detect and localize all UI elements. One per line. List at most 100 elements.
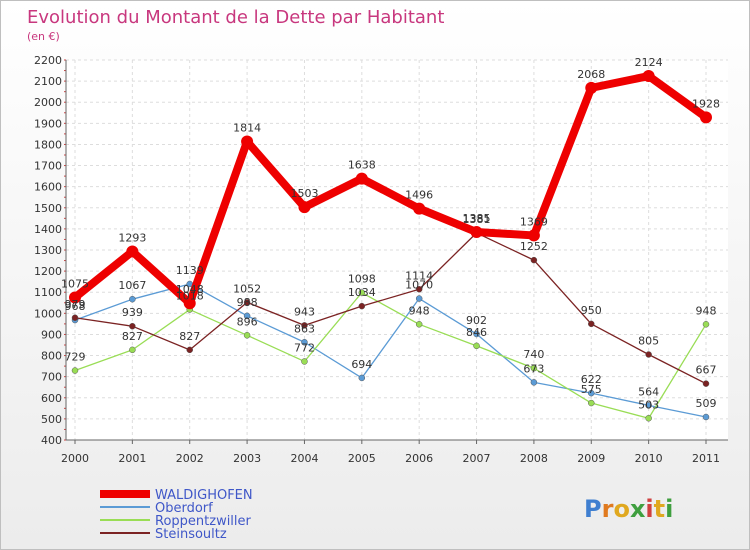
data-label: 948 — [696, 304, 717, 317]
data-label: 1928 — [692, 97, 720, 110]
x-tick-label: 2001 — [118, 452, 146, 465]
data-label: 1385 — [463, 212, 491, 225]
data-label: 1048 — [176, 283, 204, 296]
data-label: 950 — [581, 304, 602, 317]
data-label: 1496 — [405, 189, 433, 202]
data-point — [241, 135, 254, 148]
data-label: 772 — [294, 341, 315, 354]
data-point — [645, 415, 652, 422]
y-tick-label: 800 — [41, 350, 62, 363]
y-tick-label: 1300 — [34, 244, 62, 257]
data-point — [358, 374, 366, 382]
x-tick-label: 2000 — [61, 452, 89, 465]
data-label: 1252 — [520, 240, 548, 253]
data-label: 667 — [696, 364, 717, 377]
x-tick-label: 2010 — [635, 452, 663, 465]
series-line-oberdorf — [74, 283, 707, 418]
y-tick-label: 1500 — [34, 202, 62, 215]
x-tick-label: 2011 — [692, 452, 720, 465]
data-label: 827 — [179, 330, 200, 343]
x-tick-label: 2005 — [348, 452, 376, 465]
data-point — [301, 358, 308, 365]
y-tick-label: 2100 — [34, 75, 62, 88]
data-point — [645, 402, 652, 409]
data-label: 694 — [351, 358, 372, 371]
data-point — [301, 339, 308, 346]
y-tick-label: 500 — [41, 413, 62, 426]
data-point — [700, 111, 712, 124]
data-label: 1018 — [176, 290, 204, 303]
data-point — [473, 342, 480, 350]
x-tick-label: 2008 — [520, 452, 548, 465]
data-label: 902 — [466, 314, 487, 327]
data-label: 509 — [696, 397, 717, 410]
data-label: 740 — [523, 348, 544, 361]
data-point — [243, 299, 251, 306]
data-point — [588, 399, 595, 407]
data-point — [243, 332, 251, 339]
data-label: 1098 — [348, 273, 376, 286]
data-label: 863 — [294, 322, 315, 335]
data-point — [473, 330, 480, 338]
data-point — [358, 302, 366, 310]
data-point — [358, 289, 366, 296]
data-point — [527, 229, 540, 242]
data-point — [588, 389, 595, 397]
y-tick-label: 1400 — [34, 223, 62, 236]
x-tick-label: 2007 — [463, 452, 491, 465]
x-tick-label: 2003 — [233, 452, 261, 465]
data-point — [129, 322, 136, 330]
data-point — [702, 321, 710, 328]
y-tick-label: 1000 — [34, 307, 62, 320]
data-label: 1052 — [233, 282, 261, 295]
data-point — [642, 70, 655, 83]
data-label: 1034 — [348, 286, 376, 299]
data-label: 968 — [65, 300, 86, 313]
data-point — [71, 314, 79, 322]
x-tick-label: 2006 — [405, 452, 433, 465]
chart-subtitle: (en €) — [27, 30, 60, 43]
data-label: 1381 — [463, 213, 491, 226]
data-point — [645, 351, 652, 358]
chart-title: Evolution du Montant de la Dette par Hab… — [27, 7, 444, 28]
data-point — [243, 312, 251, 320]
data-point — [702, 413, 710, 421]
data-point — [186, 346, 193, 354]
y-tick-label: 1900 — [34, 117, 62, 130]
y-tick-label: 1700 — [34, 160, 62, 173]
data-label: 943 — [294, 305, 315, 318]
data-point — [355, 172, 368, 185]
data-label: 673 — [523, 362, 544, 375]
x-tick-label: 2002 — [176, 452, 204, 465]
legend-entry: Roppentzwiller — [155, 514, 252, 529]
data-point — [470, 226, 483, 239]
y-tick-label: 600 — [41, 392, 62, 405]
data-point — [126, 245, 139, 258]
data-point — [129, 346, 136, 354]
data-label: 1814 — [233, 121, 261, 134]
data-point — [413, 202, 426, 215]
data-label: 1075 — [61, 278, 89, 291]
series-line-steinsoultz — [74, 232, 707, 385]
y-tick-label: 1800 — [34, 138, 62, 151]
data-point — [69, 291, 81, 304]
data-point — [585, 81, 598, 94]
data-point — [129, 295, 136, 303]
data-label: 2068 — [577, 68, 605, 81]
data-label: 896 — [237, 315, 258, 328]
data-label: 503 — [638, 398, 659, 411]
x-tick-label: 2004 — [290, 452, 318, 465]
data-label: 1638 — [348, 159, 376, 172]
data-point — [530, 364, 538, 372]
y-tick-label: 900 — [41, 328, 62, 341]
y-tick-label: 2200 — [34, 54, 62, 67]
data-label: 1070 — [405, 279, 433, 292]
y-tick-label: 1100 — [34, 286, 62, 299]
data-label: 622 — [581, 373, 602, 386]
data-label: 939 — [122, 306, 143, 319]
y-tick-label: 700 — [41, 371, 62, 384]
data-label: 1503 — [290, 187, 318, 200]
data-label: 846 — [466, 326, 487, 339]
data-point — [183, 297, 196, 310]
